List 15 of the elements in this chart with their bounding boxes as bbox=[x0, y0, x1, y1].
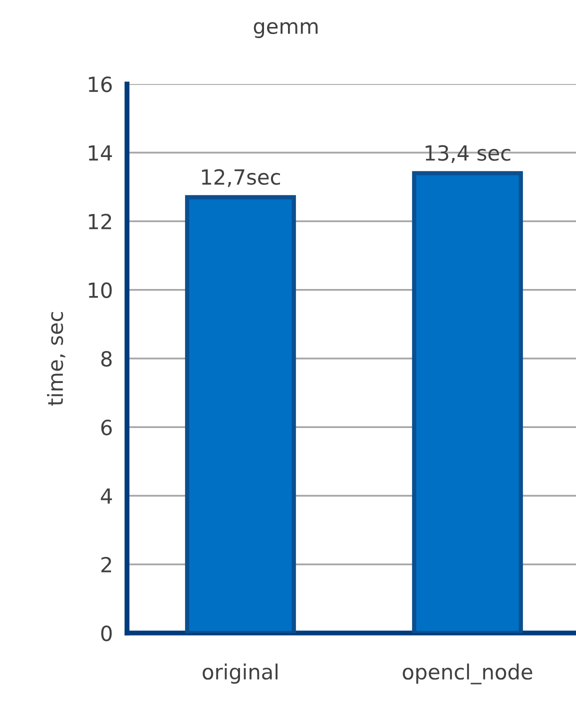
y-tick-label: 2 bbox=[101, 556, 112, 572]
y-tick-label: 16 bbox=[88, 76, 112, 92]
y-tick-label: 8 bbox=[101, 350, 112, 367]
y-axis-title: time, sec bbox=[46, 312, 66, 406]
data-label: 12,7sec bbox=[202, 169, 280, 187]
x-tick-label: original bbox=[202, 664, 278, 684]
y-tick-label: 6 bbox=[101, 420, 112, 436]
y-tick-label: 14 bbox=[88, 145, 112, 161]
y-tick-label: 10 bbox=[88, 282, 112, 298]
y-tick-label: 0 bbox=[101, 625, 112, 642]
x-tick-label: opencl_node bbox=[402, 664, 532, 684]
y-tick-label: 4 bbox=[100, 488, 112, 504]
data-label: 13,4 sec bbox=[426, 145, 510, 163]
chart-title: gemm bbox=[254, 22, 318, 38]
y-tick-label: 12 bbox=[88, 214, 112, 230]
